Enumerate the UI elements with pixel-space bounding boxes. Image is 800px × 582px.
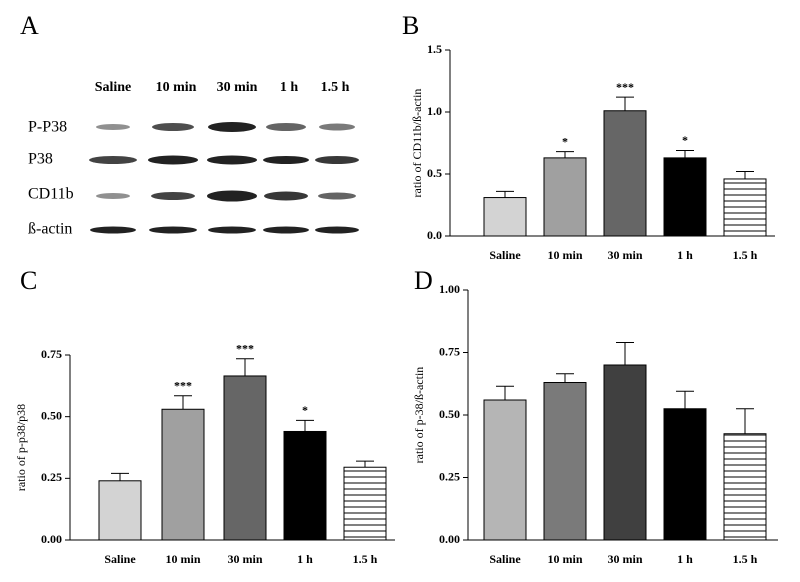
panel-label: D: [414, 266, 433, 295]
x-tick-label: 1 h: [677, 248, 693, 262]
x-tick-label: Saline: [489, 552, 521, 566]
y-axis-label: ratio of p-p38/p38: [14, 404, 28, 491]
x-tick-label: 30 min: [607, 248, 642, 262]
bar: [603, 110, 647, 237]
row-label: P-P38: [28, 119, 67, 136]
bar: [723, 178, 767, 237]
y-tick-label: 0.75: [41, 347, 62, 361]
bar: [223, 375, 267, 541]
y-axis-label: ratio of p-38/ß-actin: [412, 367, 426, 464]
y-tick-label: 1.0: [427, 104, 442, 118]
significance: ***: [174, 378, 192, 392]
y-tick-label: 1.00: [439, 282, 460, 296]
bar: [663, 408, 707, 541]
y-tick-label: 0.25: [439, 469, 460, 483]
row-label: P38: [28, 151, 53, 168]
significance: *: [562, 134, 568, 148]
x-tick-label: 1.5 h: [733, 552, 758, 566]
y-tick-label: 0.00: [439, 532, 460, 546]
x-tick-label: 10 min: [547, 552, 582, 566]
x-tick-label: Saline: [104, 552, 136, 566]
y-tick-label: 0.50: [41, 408, 62, 422]
lane-label: 1 h: [280, 80, 299, 95]
panel-label: B: [402, 11, 419, 40]
bar: [98, 480, 142, 541]
bands: [89, 122, 359, 234]
y-tick-label: 0.75: [439, 344, 460, 358]
significance: ***: [236, 341, 254, 355]
bar: [283, 430, 327, 541]
y-tick-label: 0.00: [41, 532, 62, 546]
y-tick-label: 0.5: [427, 166, 442, 180]
x-tick-label: 30 min: [607, 552, 642, 566]
bar: [543, 382, 587, 541]
panel-label: A: [20, 11, 39, 40]
panel-label: C: [20, 266, 37, 295]
x-tick-label: 1 h: [677, 552, 693, 566]
x-tick-label: 10 min: [547, 248, 582, 262]
bar: [723, 433, 767, 541]
bar: [483, 197, 527, 237]
lane-label: 1.5 h: [321, 80, 350, 95]
bar: [161, 408, 205, 541]
significance: ***: [616, 80, 634, 94]
significance: *: [302, 403, 308, 417]
x-tick-label: 30 min: [227, 552, 262, 566]
y-axis-label: ratio of CD11b/ß-actin: [410, 89, 424, 198]
row-label: ß-actin: [28, 221, 72, 238]
y-tick-label: 0.25: [41, 470, 62, 484]
blot-panel: A Saline 10 min 30 min 1 h 1.5 h P-P38 P…: [20, 11, 359, 238]
bar: [603, 364, 647, 541]
bar: [343, 466, 387, 541]
y-tick-label: 0.0: [427, 228, 442, 242]
x-tick-label: 10 min: [165, 552, 200, 566]
significance: *: [682, 133, 688, 147]
bar: [543, 157, 587, 237]
x-tick-label: 1.5 h: [353, 552, 378, 566]
bar: [483, 399, 527, 541]
y-tick-label: 0.50: [439, 407, 460, 421]
lane-label: Saline: [95, 80, 132, 95]
y-tick-label: 1.5: [427, 42, 442, 56]
lane-label: 10 min: [156, 80, 197, 95]
row-label: CD11b: [28, 186, 74, 203]
bar: [663, 157, 707, 237]
lane-label: 30 min: [217, 80, 258, 95]
x-tick-label: 1.5 h: [733, 248, 758, 262]
x-tick-label: Saline: [489, 248, 521, 262]
x-tick-label: 1 h: [297, 552, 313, 566]
